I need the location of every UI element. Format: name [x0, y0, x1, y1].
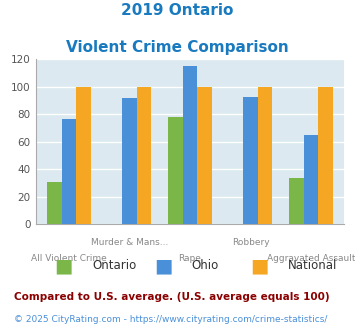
Text: Robbery: Robbery [232, 238, 269, 247]
Bar [289, 178, 304, 224]
Bar [243, 96, 258, 224]
Bar [197, 87, 212, 224]
Text: ■: ■ [154, 256, 173, 275]
Bar [258, 87, 272, 224]
Bar [76, 87, 91, 224]
Bar [122, 98, 137, 224]
Bar [304, 135, 318, 224]
Bar [137, 87, 151, 224]
Text: Ontario: Ontario [92, 259, 137, 272]
Text: ■: ■ [55, 256, 73, 275]
Text: Compared to U.S. average. (U.S. average equals 100): Compared to U.S. average. (U.S. average … [14, 292, 330, 302]
Text: Aggravated Assault: Aggravated Assault [267, 254, 355, 263]
Text: Ohio: Ohio [192, 259, 219, 272]
Text: National: National [288, 259, 337, 272]
Text: 2019 Ontario: 2019 Ontario [121, 3, 234, 18]
Text: Rape: Rape [179, 254, 201, 263]
Text: ■: ■ [250, 256, 268, 275]
Bar [183, 66, 197, 224]
Text: All Violent Crime: All Violent Crime [31, 254, 107, 263]
Bar [61, 118, 76, 224]
Bar [168, 117, 183, 224]
Text: Murder & Mans...: Murder & Mans... [91, 238, 168, 247]
Text: © 2025 CityRating.com - https://www.cityrating.com/crime-statistics/: © 2025 CityRating.com - https://www.city… [14, 315, 328, 324]
Bar [318, 87, 333, 224]
Text: Violent Crime Comparison: Violent Crime Comparison [66, 40, 289, 54]
Bar [47, 182, 61, 224]
